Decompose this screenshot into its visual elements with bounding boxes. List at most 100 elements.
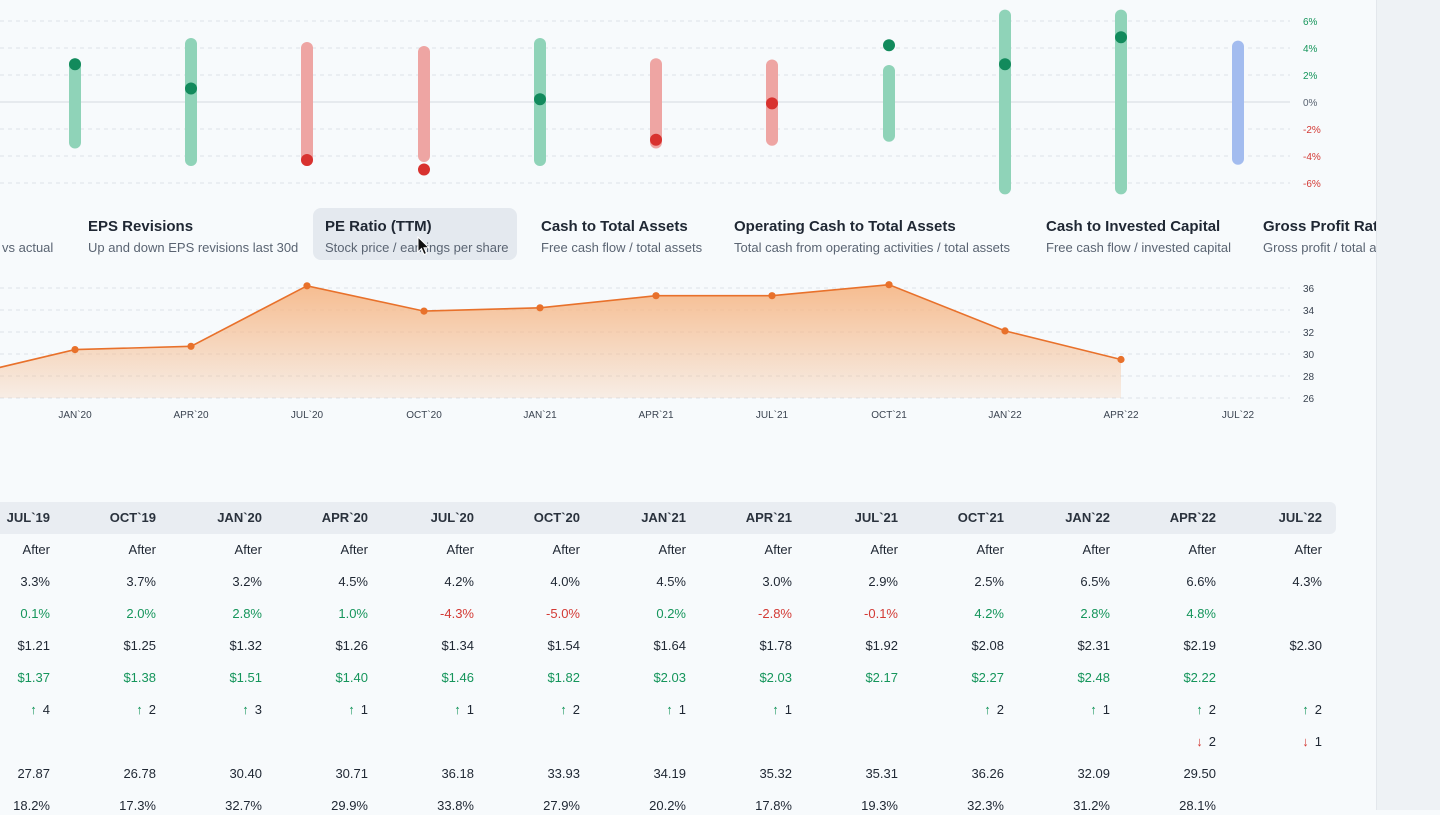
table-column-header: JUL`21 xyxy=(854,510,898,525)
table-cell: 19.3% xyxy=(861,798,898,813)
arrow-up-icon: ↑ xyxy=(666,702,673,717)
table-cell: 30.71 xyxy=(335,766,368,781)
table-cell: $1.64 xyxy=(653,638,686,653)
metric-subtitle: Gross profit / total assets xyxy=(1263,240,1376,255)
metric-tab-pe-ratio[interactable]: PE Ratio (TTM) Stock price / earnings pe… xyxy=(313,208,517,260)
metric-title: Gross Profit Ratio xyxy=(1263,218,1376,235)
table-cell: After xyxy=(658,542,686,557)
table-cell: 26.78 xyxy=(123,766,156,781)
table-cell: 36.18 xyxy=(441,766,474,781)
table-cell: $2.27 xyxy=(971,670,1004,685)
table-column-header: OCT`21 xyxy=(957,510,1004,525)
y-tick-label: 34 xyxy=(1303,306,1315,317)
table-column-header: JUL`22 xyxy=(1278,510,1322,525)
table-cell: After xyxy=(128,542,156,557)
table-cell: 20.2% xyxy=(649,798,686,813)
table-cell: After xyxy=(340,542,368,557)
pe-data-point xyxy=(303,282,311,290)
table-cell: -4.3% xyxy=(440,606,474,621)
arrow-up-icon: ↑ xyxy=(1196,702,1203,717)
revision-count: 1 xyxy=(678,702,686,717)
table-cell: 32.3% xyxy=(967,798,1004,813)
table-cell: ↑ 1 xyxy=(586,701,686,719)
revision-count: 2 xyxy=(996,702,1004,717)
metric-tab-cash-to-total-assets[interactable]: Cash to Total Assets Free cash flow / to… xyxy=(529,208,714,260)
table-cell: $1.38 xyxy=(123,670,156,685)
table-cell: After xyxy=(976,542,1004,557)
metric-tab-cash-to-invested-capital[interactable]: Cash to Invested Capital Free cash flow … xyxy=(1034,208,1243,260)
metric-tab-eps-revisions[interactable]: EPS Revisions Up and down EPS revisions … xyxy=(76,208,310,260)
revision-point xyxy=(999,58,1011,71)
table-cell: ↑ 1 xyxy=(374,701,474,719)
table-column-header: APR`20 xyxy=(321,510,368,525)
revision-point xyxy=(766,97,778,110)
table-cell: -0.1% xyxy=(864,606,898,621)
table-header-bar xyxy=(0,502,1336,534)
table-cell: ↑ 4 xyxy=(0,701,50,719)
table-cell: $1.51 xyxy=(229,670,262,685)
arrow-up-icon: ↑ xyxy=(348,702,355,717)
table-cell: $1.21 xyxy=(17,638,50,653)
arrow-up-icon: ↑ xyxy=(984,702,991,717)
table-cell: 6.6% xyxy=(1186,574,1216,589)
arrow-up-icon: ↑ xyxy=(1090,702,1097,717)
table-cell: $1.92 xyxy=(865,638,898,653)
table-cell: 4.0% xyxy=(550,574,580,589)
y-tick-label: 6% xyxy=(1303,17,1318,28)
metric-subtitle: Total cash from operating activities / t… xyxy=(734,240,1011,255)
pe-ratio-area-chart: 36 34 32 30 28 26 JAN`20 APR`20 JUL`20 OCT`20 JAN`… xyxy=(0,281,1315,421)
y-tick-label: 28 xyxy=(1303,372,1315,383)
table-cell: 3.7% xyxy=(126,574,156,589)
metric-subtitle: Stock price / earnings per share xyxy=(325,240,509,255)
revision-count: 2 xyxy=(572,702,580,717)
metric-title: EPS Revisions xyxy=(88,218,194,235)
table-column-header: JUL`19 xyxy=(6,510,50,525)
table-cell: 2.5% xyxy=(974,574,1004,589)
table-cell: 0.2% xyxy=(656,606,686,621)
pe-data-point xyxy=(768,292,776,300)
y-tick-label: 26 xyxy=(1303,394,1315,405)
table-cell: $2.03 xyxy=(759,670,792,685)
table-cell: ↑ 2 xyxy=(56,701,156,719)
table-cell: After xyxy=(1082,542,1110,557)
table-cell: $2.17 xyxy=(865,670,898,685)
table-cell: ↑ 2 xyxy=(904,701,1004,719)
table-cell: $2.19 xyxy=(1183,638,1216,653)
table-cell: After xyxy=(870,542,898,557)
metric-subtitle: Up and down EPS revisions last 30d xyxy=(88,240,299,255)
table-cell: $1.78 xyxy=(759,638,792,653)
table-column-header: JAN`22 xyxy=(1065,510,1110,525)
table-cell: $1.82 xyxy=(547,670,580,685)
table-cell: 4.5% xyxy=(338,574,368,589)
metric-tab-vs-actual[interactable]: vs actual xyxy=(0,208,65,260)
table-cell: 4.2% xyxy=(444,574,474,589)
table-cell: ↑ 1 xyxy=(692,701,792,719)
metric-tab-operating-cash-to-total-assets[interactable]: Operating Cash to Total Assets Total cas… xyxy=(722,208,1022,260)
table-cell: 2.9% xyxy=(868,574,898,589)
table-cell: After xyxy=(1294,542,1322,557)
revision-count: 1 xyxy=(1314,734,1322,749)
table-cell: 36.26 xyxy=(971,766,1004,781)
table-cell: 35.32 xyxy=(759,766,792,781)
table-cell: ↑ 2 xyxy=(1222,701,1322,719)
table-column-header: JUL`20 xyxy=(430,510,474,525)
table-cell: 6.5% xyxy=(1080,574,1110,589)
table-cell: 17.3% xyxy=(119,798,156,813)
table-cell: 33.8% xyxy=(437,798,474,813)
metric-tab-gross-profit-ratio[interactable]: Gross Profit Ratio Gross profit / total … xyxy=(1251,208,1376,260)
table-cell: After xyxy=(22,542,50,557)
metric-subtitle: Free cash flow / invested capital xyxy=(1046,240,1231,255)
revision-count: 2 xyxy=(1314,702,1322,717)
y-tick-label: 30 xyxy=(1303,350,1315,361)
table-cell: ↓ 1 xyxy=(1222,733,1322,751)
pe-data-point xyxy=(885,281,893,289)
table-cell: 29.50 xyxy=(1183,766,1216,781)
y-tick-label: -2% xyxy=(1303,125,1321,136)
x-tick-label: JUL`21 xyxy=(756,409,789,421)
arrow-up-icon: ↑ xyxy=(560,702,567,717)
table-cell: $1.40 xyxy=(335,670,368,685)
table-cell: 35.31 xyxy=(865,766,898,781)
table-cell: $1.32 xyxy=(229,638,262,653)
pe-data-point xyxy=(536,304,544,312)
x-tick-label: OCT`20 xyxy=(406,409,442,421)
